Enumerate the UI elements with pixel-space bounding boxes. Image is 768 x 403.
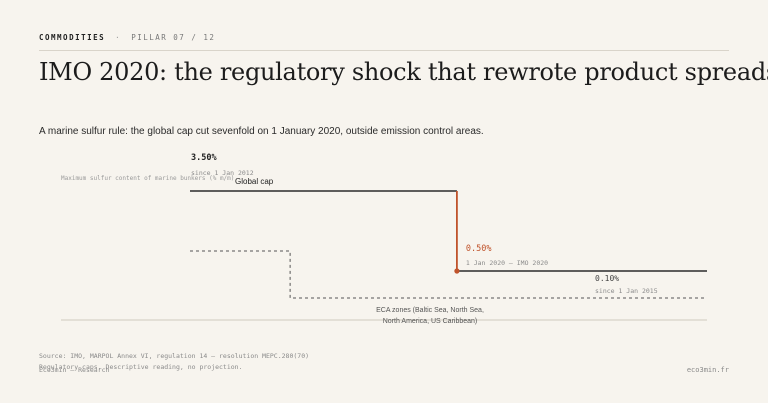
brand-link[interactable]: eco3min.fr (686, 366, 729, 374)
eca-series-label-line-1: ECA zones (Baltic Sea, North Sea, (376, 307, 484, 314)
global-since-label: since 1 Jan 2012 (191, 169, 254, 177)
category-label: COMMODITIES (39, 33, 106, 42)
source-line: Source: IMO, MARPOL Annex VI, regulation… (39, 352, 310, 360)
kicker: COMMODITIES · PILLAR 07 / 12 (39, 33, 215, 42)
header-divider (39, 50, 729, 51)
eca-series-label-line-2: North America, US Caribbean) (383, 318, 478, 325)
global-value-label: 3.50% (191, 153, 217, 163)
source-note: Source: IMO, MARPOL Annex VI, regulation… (39, 351, 309, 373)
series-global-line (190, 190, 707, 272)
series-eca-line (190, 250, 707, 299)
kicker-separator: · (115, 33, 122, 42)
brand-left: Eco3min — Research (39, 366, 110, 374)
method-note: Regulatory caps. Descriptive reading, no… (39, 363, 243, 371)
global-series-label: Global cap (235, 177, 274, 186)
y-axis-label: Maximum sulfur content of marine bunkers… (61, 175, 234, 182)
shock-value-label: 0.50% (466, 244, 492, 254)
shock-point (454, 268, 460, 274)
page-title: IMO 2020: the regulatory shock that rewr… (39, 58, 768, 86)
pillar-label: PILLAR 07 / 12 (131, 33, 216, 42)
shock-since-label: 1 Jan 2020 — IMO 2020 (466, 259, 548, 267)
page-subtitle: A marine sulfur rule: the global cap cut… (39, 126, 484, 137)
eca-since-label: since 1 Jan 2015 (595, 287, 658, 295)
eca-value-label: 0.10% (595, 274, 619, 283)
